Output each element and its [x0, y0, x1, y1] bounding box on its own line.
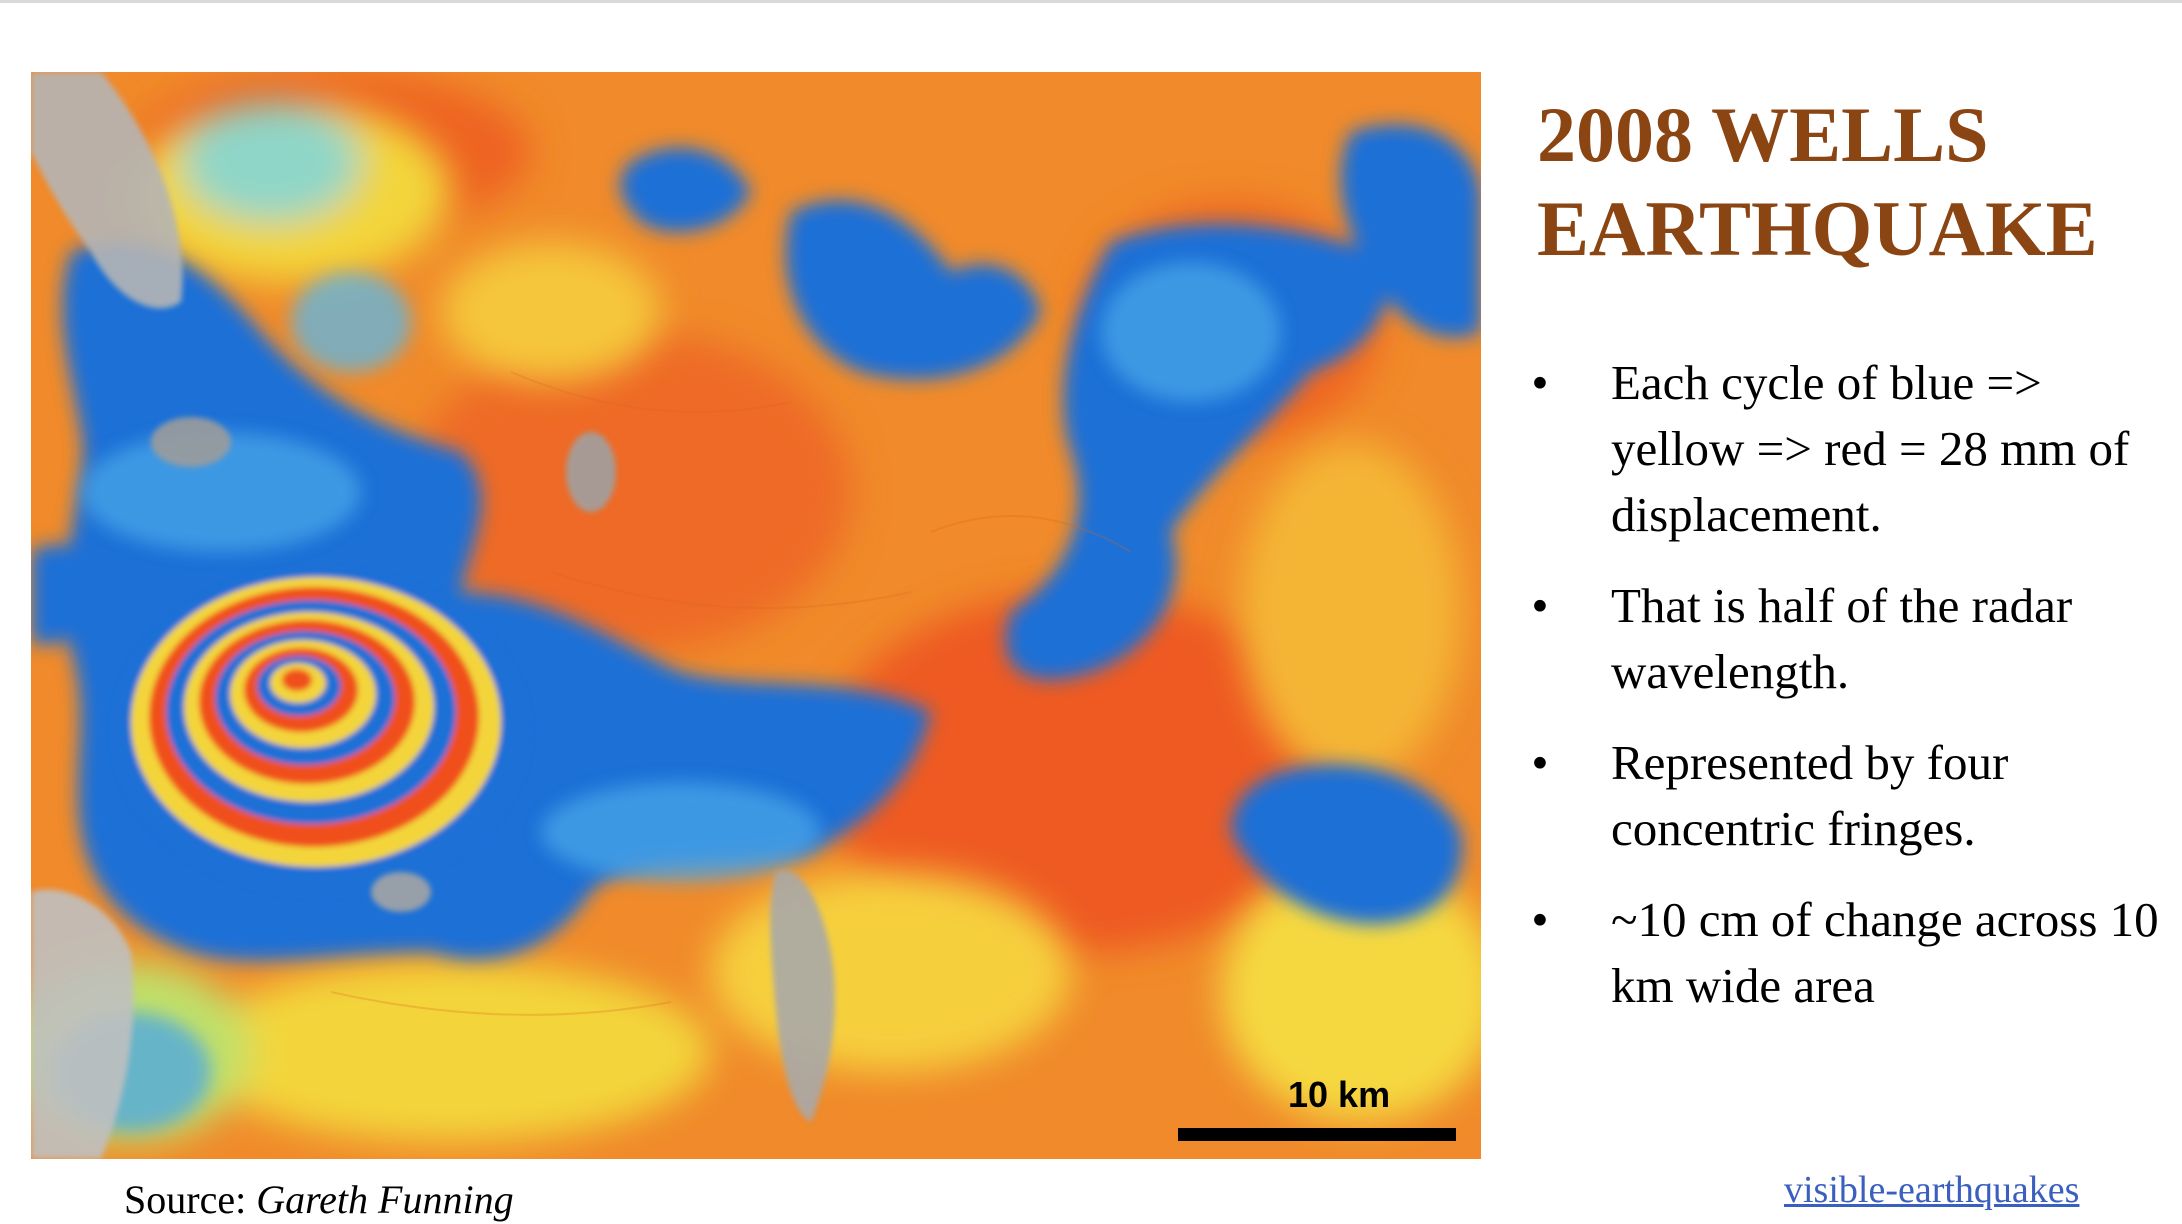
- visible-earthquakes-link[interactable]: visible-earthquakes: [1784, 1169, 2080, 1211]
- bullet-list: • Each cycle of blue => yellow => red = …: [1520, 350, 2170, 1044]
- interferogram-image: [31, 72, 1481, 1159]
- title-line-1: 2008 WELLS: [1537, 91, 1989, 178]
- title-line-2: EARTHQUAKE: [1537, 185, 2098, 272]
- bullet-text: Represented by four concentric fringes.: [1611, 735, 2009, 856]
- bullet-item: • That is half of the radar wavelength.: [1520, 573, 2170, 705]
- bullet-item: • ~10 cm of change across 10 km wide are…: [1520, 887, 2170, 1019]
- bullet-item: • Each cycle of blue => yellow => red = …: [1520, 350, 2170, 548]
- bullet-text: ~10 cm of change across 10 km wide area: [1611, 892, 2159, 1013]
- bullet-item: • Represented by four concentric fringes…: [1520, 730, 2170, 862]
- slide-title: 2008 WELLS EARTHQUAKE: [1537, 88, 2157, 276]
- bullet-symbol: •: [1531, 735, 1549, 790]
- top-rule: [0, 0, 2182, 3]
- bullet-symbol: •: [1531, 355, 1549, 410]
- bullet-symbol: •: [1531, 892, 1549, 947]
- source-author: Gareth Funning: [256, 1177, 514, 1222]
- scale-bar: [1178, 1128, 1456, 1141]
- bullet-text: That is half of the radar wavelength.: [1611, 578, 2073, 699]
- scale-bar-label: 10 km: [1288, 1074, 1391, 1115]
- bullet-text: Each cycle of blue => yellow => red = 28…: [1611, 355, 2130, 542]
- source-prefix: Source:: [124, 1177, 247, 1222]
- bullet-symbol: •: [1531, 578, 1549, 633]
- source-credit: Source: Gareth Funning: [124, 1176, 514, 1223]
